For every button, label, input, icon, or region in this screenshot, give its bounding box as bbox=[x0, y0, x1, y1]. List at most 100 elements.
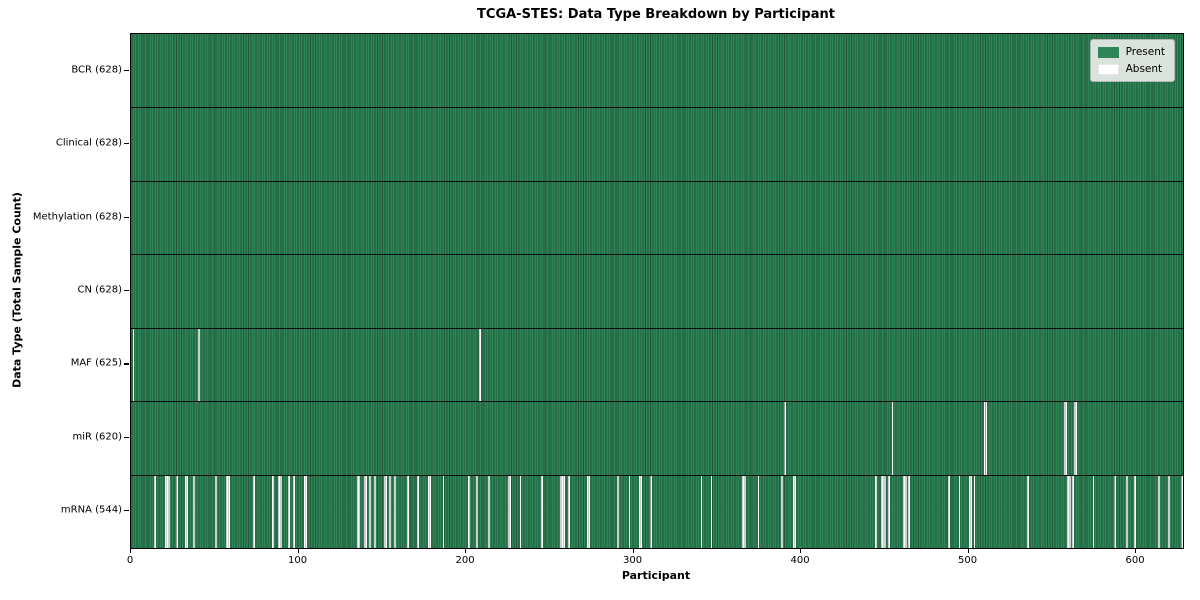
y-tick-label-BCR: BCR (628) bbox=[71, 64, 122, 76]
heatmap-row-Methylation bbox=[131, 180, 1183, 255]
absent-stripe bbox=[442, 475, 445, 548]
y-tick-label-mRNA: mRNA (544) bbox=[60, 504, 122, 516]
absent-stripe bbox=[958, 475, 961, 548]
absent-stripe bbox=[616, 475, 619, 548]
x-tick-label: 600 bbox=[1125, 555, 1145, 566]
y-tick-mark bbox=[124, 143, 129, 145]
absent-stripe bbox=[363, 475, 368, 548]
absent-stripe bbox=[742, 475, 746, 548]
heatmap-row-miR bbox=[131, 401, 1183, 475]
heatmap-row-MAF bbox=[131, 327, 1183, 402]
absent-stripe bbox=[784, 402, 787, 475]
absent-stripe bbox=[303, 475, 307, 548]
absent-stripe bbox=[628, 475, 631, 548]
absent-stripe bbox=[487, 475, 490, 548]
absent-stripe bbox=[1074, 402, 1078, 475]
absent-stripe bbox=[427, 475, 431, 548]
absent-stripe bbox=[519, 475, 522, 548]
absent-stripe bbox=[908, 475, 911, 548]
absent-stripe bbox=[792, 475, 797, 548]
y-tick-label-miR: miR (620) bbox=[72, 431, 122, 443]
absent-stripe bbox=[288, 475, 291, 548]
absent-stripe bbox=[1157, 475, 1160, 548]
absent-stripe bbox=[164, 475, 170, 548]
absent-stripe bbox=[1027, 475, 1029, 548]
x-tick-mark bbox=[465, 549, 467, 553]
heatmap-row-BCR bbox=[131, 34, 1183, 108]
absent-stripe bbox=[132, 328, 135, 402]
absent-stripe bbox=[1072, 475, 1075, 548]
y-tick-mark bbox=[124, 436, 129, 439]
absent-stripe bbox=[948, 475, 951, 548]
absent-stripe bbox=[278, 475, 282, 548]
absent-stripe bbox=[541, 475, 544, 548]
chart-title: TCGA-STES: Data Type Breakdown by Partic… bbox=[477, 7, 835, 22]
absent-stripe bbox=[154, 475, 157, 548]
y-axis-label: Data Type (Total Sample Count) bbox=[10, 192, 24, 388]
absent-stripe bbox=[568, 475, 570, 548]
absent-stripe bbox=[214, 475, 217, 548]
absent-stripe bbox=[394, 475, 396, 548]
plot-area bbox=[130, 33, 1184, 549]
absent-stripe bbox=[888, 475, 890, 548]
x-tick-label: 500 bbox=[958, 555, 978, 566]
absent-stripe bbox=[1167, 475, 1170, 548]
absent-stripe bbox=[1092, 475, 1095, 548]
legend: Present Absent bbox=[1089, 39, 1175, 82]
x-tick-mark bbox=[297, 549, 299, 553]
absent-stripe bbox=[417, 475, 420, 548]
y-tick-label-Methylation: Methylation (628) bbox=[32, 211, 122, 223]
absent-stripe bbox=[1126, 475, 1128, 548]
absent-stripe bbox=[293, 475, 296, 548]
absent-stripe bbox=[176, 475, 179, 548]
absent-stripe bbox=[1064, 402, 1068, 475]
absent-stripe bbox=[586, 475, 590, 548]
absent-stripe bbox=[388, 475, 391, 548]
absent-stripe bbox=[983, 402, 987, 475]
absent-stripe bbox=[198, 328, 200, 402]
absent-stripe bbox=[383, 475, 388, 548]
heatmap-row-CN bbox=[131, 254, 1183, 328]
x-tick-mark bbox=[130, 549, 132, 553]
absent-swatch-icon bbox=[1097, 63, 1119, 75]
legend-entry-present: Present bbox=[1097, 46, 1165, 58]
absent-stripe bbox=[253, 475, 256, 548]
absent-stripe bbox=[903, 475, 907, 548]
x-axis-label: Participant bbox=[621, 569, 691, 582]
y-tick-mark bbox=[124, 363, 129, 365]
absent-stripe bbox=[757, 475, 760, 548]
x-tick-label: 100 bbox=[287, 555, 308, 566]
absent-stripe bbox=[559, 475, 565, 548]
y-tick-mark bbox=[124, 69, 129, 71]
absent-stripe bbox=[184, 475, 188, 548]
absent-stripe bbox=[192, 475, 195, 548]
absent-stripe bbox=[650, 475, 653, 548]
x-tick-mark bbox=[1135, 549, 1137, 553]
absent-stripe bbox=[710, 475, 713, 548]
heatmap-row-mRNA bbox=[131, 474, 1184, 548]
absent-stripe bbox=[1134, 475, 1137, 548]
y-tick-label-MAF: MAF (625) bbox=[70, 357, 122, 369]
absent-stripe bbox=[479, 328, 482, 402]
legend-entry-absent: Absent bbox=[1097, 63, 1165, 75]
absent-stripe bbox=[1181, 475, 1184, 548]
legend-label-absent: Absent bbox=[1125, 63, 1163, 75]
absent-stripe bbox=[407, 475, 410, 548]
present-swatch-icon bbox=[1097, 46, 1119, 58]
x-tick-label: 300 bbox=[623, 555, 643, 566]
absent-stripe bbox=[1067, 475, 1071, 548]
absent-stripe bbox=[476, 475, 478, 548]
absent-stripe bbox=[357, 475, 361, 548]
y-tick-label-Clinical: Clinical (628) bbox=[55, 137, 122, 149]
absent-stripe bbox=[271, 475, 274, 548]
absent-stripe bbox=[507, 475, 512, 548]
absent-stripe bbox=[874, 475, 877, 548]
y-tick-mark bbox=[124, 290, 129, 292]
x-tick-label: 0 bbox=[126, 555, 134, 566]
absent-stripe bbox=[1114, 475, 1117, 548]
absent-stripe bbox=[780, 475, 783, 548]
heatmap-row-Clinical bbox=[131, 107, 1183, 181]
y-tick-mark bbox=[124, 510, 129, 512]
absent-stripe bbox=[467, 475, 470, 548]
